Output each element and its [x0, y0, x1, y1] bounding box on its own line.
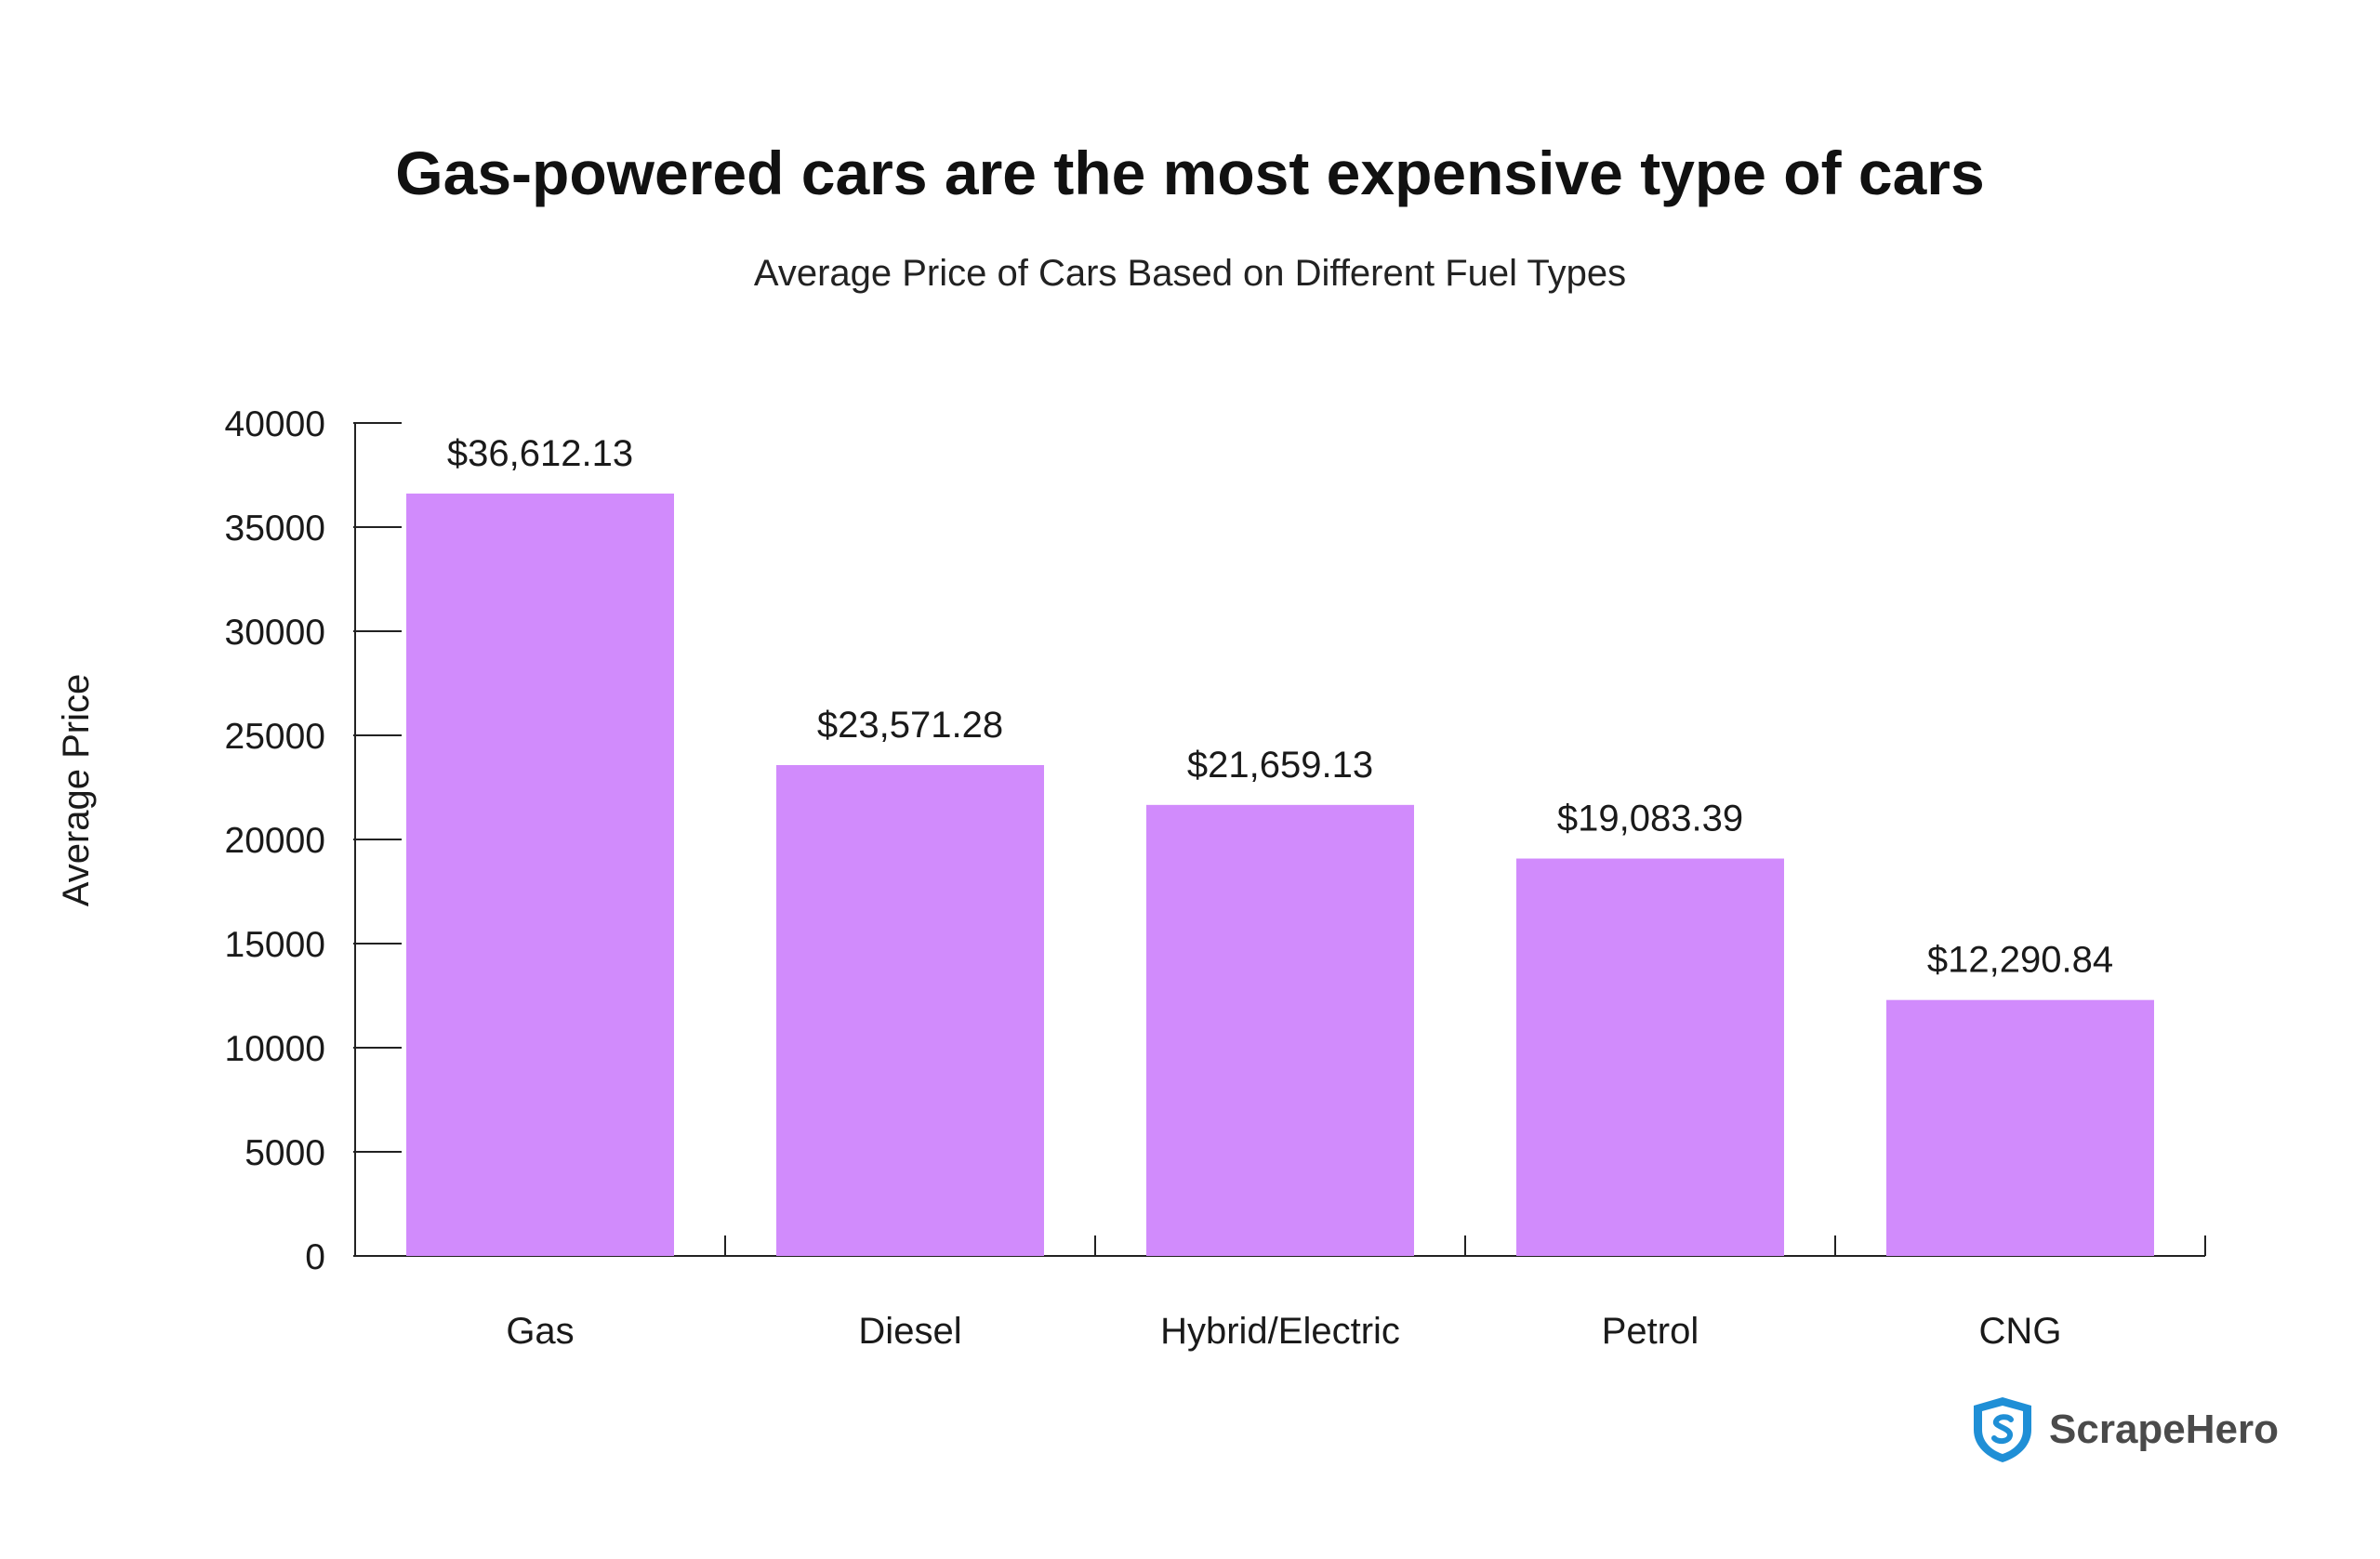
bar-diesel [776, 765, 1044, 1256]
data-label: $23,571.28 [817, 705, 1003, 746]
data-label: $19,083.39 [1557, 799, 1743, 839]
data-label: $21,659.13 [1187, 745, 1373, 786]
bars [406, 493, 2154, 1256]
brand-name: ScrapeHero [2049, 1407, 2280, 1452]
y-tick-label: 30000 [225, 613, 325, 653]
chart-title: Gas-powered cars are the most expensive … [395, 139, 1985, 207]
data-labels: $36,612.13 $23,571.28 $21,659.13 $19,083.39… [447, 433, 2113, 981]
brand-logo: ScrapeHero [1969, 1394, 2279, 1465]
y-tick-label: 5000 [245, 1133, 325, 1173]
data-label: $12,290.84 [1927, 940, 2113, 981]
x-tick-label: Hybrid/Electric [1160, 1311, 1400, 1352]
y-tick-label: 35000 [225, 509, 325, 548]
shield-icon [1974, 1397, 2031, 1462]
y-tick-label: 40000 [225, 404, 325, 444]
y-axis-title: Average Price [56, 674, 97, 907]
y-tick-label: 15000 [225, 925, 325, 965]
y-tick-label: 10000 [225, 1029, 325, 1069]
bar-petrol [1516, 858, 1784, 1256]
x-tick-label: CNG [1979, 1311, 2062, 1352]
bar-cng [1886, 999, 2154, 1256]
y-tick-label: 25000 [225, 717, 325, 757]
x-tick-label: Diesel [858, 1311, 961, 1352]
y-tick-label: 20000 [225, 821, 325, 861]
x-tick-label: Gas [506, 1311, 574, 1352]
chart-subtitle: Average Price of Cars Based on Different… [753, 253, 1627, 294]
y-axis-ticks: 0 5000 10000 15000 20000 25000 30000 35000 40000 [225, 404, 402, 1277]
bar-gas [406, 493, 674, 1256]
y-tick-label: 0 [305, 1237, 325, 1277]
x-axis-labels: Gas Diesel Hybrid/Electric Petrol CNG [506, 1311, 2061, 1352]
bar-hybrid-electric [1146, 804, 1414, 1256]
x-tick-label: Petrol [1602, 1311, 1699, 1352]
data-label: $36,612.13 [447, 433, 633, 474]
